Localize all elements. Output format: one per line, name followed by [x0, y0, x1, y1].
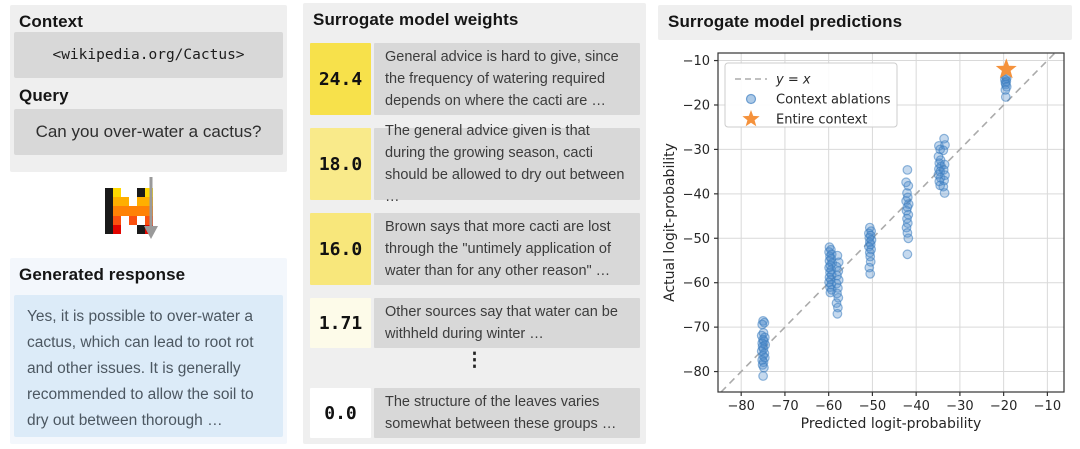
logo-pixel: [121, 206, 129, 216]
logo-pixel: [145, 197, 153, 207]
svg-text:−30: −30: [683, 143, 710, 158]
logo-pixel: [129, 225, 137, 234]
context-query-panel: Context <wikipedia.org/Cactus> Query Can…: [10, 5, 287, 172]
weight-value: 0.0: [310, 388, 371, 438]
svg-text:−80: −80: [727, 399, 754, 414]
logo-pixel: [105, 188, 113, 198]
logo-pixel: [137, 188, 145, 198]
legend: y = x Context ablations Entire context: [724, 62, 898, 128]
logo-pixel: [129, 206, 137, 216]
logo-pixel: [105, 197, 113, 207]
source-snippet: Other sources say that water can be with…: [374, 298, 640, 348]
query-heading: Query: [19, 86, 69, 105]
surrogate-weights-heading: Surrogate model weights: [313, 10, 519, 29]
weight-value: 24.4: [310, 43, 371, 115]
logo-pixel: [113, 206, 121, 216]
logo-pixel: [129, 197, 137, 206]
logo-pixel: [121, 197, 129, 207]
generated-response-panel: Generated response Yes, it is possible t…: [10, 258, 287, 444]
y-axis-label: Actual logit-probability: [662, 143, 678, 302]
weight-row: 16.0 Brown says that more cacti are lost…: [310, 213, 640, 285]
ablation-points: [756, 71, 1012, 381]
svg-text:−60: −60: [683, 276, 710, 291]
svg-text:−40: −40: [683, 187, 710, 202]
generated-response-box: Yes, it is possible to over-water a cact…: [14, 295, 283, 437]
source-snippet: The general advice given is that during …: [374, 123, 640, 205]
svg-text:−50: −50: [683, 232, 710, 247]
logo-pixel: [113, 197, 121, 207]
svg-text:−50: −50: [859, 399, 886, 414]
svg-text:−10: −10: [1034, 399, 1061, 414]
svg-text:Entire context: Entire context: [776, 113, 867, 128]
logo-pixel: [105, 206, 113, 216]
surrogate-predictions-titlebar: Surrogate model predictions: [658, 5, 1072, 40]
source-snippet: Brown says that more cacti are lost thro…: [374, 213, 640, 285]
logo-pixel: [145, 206, 153, 216]
down-arrow-icon: [144, 177, 158, 239]
generated-response-heading: Generated response: [19, 265, 186, 284]
x-axis-label: Predicted logit-probability: [801, 416, 982, 432]
logo-pixel: [121, 225, 129, 234]
svg-text:−20: −20: [683, 98, 710, 113]
logo-pixel: [105, 224, 113, 234]
logo-pixel: [137, 206, 145, 216]
svg-text:−20: −20: [990, 399, 1017, 414]
logo-pixel: [129, 215, 137, 225]
svg-text:y = x: y = x: [775, 73, 811, 88]
surrogate-weights-panel: Surrogate model weights 24.4 General adv…: [303, 3, 646, 444]
predictions-scatter-plot: −80 −70 −60 −50 −40 −30 −20 −10 −10 −20 −30 −40 −50 −…: [658, 46, 1072, 444]
model-row: [10, 176, 287, 248]
logo-pixel: [145, 188, 153, 198]
svg-text:−80: −80: [683, 365, 710, 380]
context-source-box: <wikipedia.org/Cactus>: [14, 32, 283, 78]
weight-value: 1.71: [310, 298, 371, 348]
logo-pixel: [105, 215, 113, 225]
logo-pixel: [113, 215, 121, 225]
svg-text:−10: −10: [683, 54, 710, 69]
axes: −80 −70 −60 −50 −40 −30 −20 −10 −10 −20 −30 −40 −50 −…: [683, 52, 1065, 414]
logo-pixel: [137, 224, 145, 234]
mistral-model-icon: [105, 188, 153, 234]
context-heading: Context: [19, 12, 83, 31]
svg-text:−60: −60: [815, 399, 842, 414]
source-snippet: General advice is hard to give, since th…: [374, 43, 640, 115]
svg-text:−70: −70: [683, 321, 710, 336]
logo-pixel: [121, 216, 129, 225]
entire-context-star: [995, 58, 1017, 79]
query-box: Can you over-water a cactus?: [14, 109, 283, 155]
surrogate-predictions-heading: Surrogate model predictions: [668, 12, 903, 31]
svg-text:−30: −30: [946, 399, 973, 414]
logo-pixel: [145, 215, 153, 225]
weight-row: 1.71 Other sources say that water can be…: [310, 298, 640, 348]
logo-pixel: [113, 224, 121, 234]
weight-row: 0.0 The structure of the leaves varies s…: [310, 388, 640, 438]
svg-text:−40: −40: [902, 399, 929, 414]
logo-pixel: [129, 188, 137, 197]
logo-pixel: [137, 197, 145, 207]
weight-row: 18.0 The general advice given is that du…: [310, 123, 640, 205]
svg-text:−70: −70: [771, 399, 798, 414]
source-snippet: The structure of the leaves varies somew…: [374, 388, 640, 438]
identity-line: [720, 52, 1056, 393]
logo-pixel: [113, 188, 121, 198]
vertical-ellipsis: ⋮: [465, 350, 484, 371]
logo-pixel: [121, 188, 129, 197]
weight-value: 18.0: [310, 128, 371, 200]
weight-value: 16.0: [310, 213, 371, 285]
weight-row: 24.4 General advice is hard to give, sin…: [310, 43, 640, 115]
svg-text:Context ablations: Context ablations: [776, 93, 891, 108]
